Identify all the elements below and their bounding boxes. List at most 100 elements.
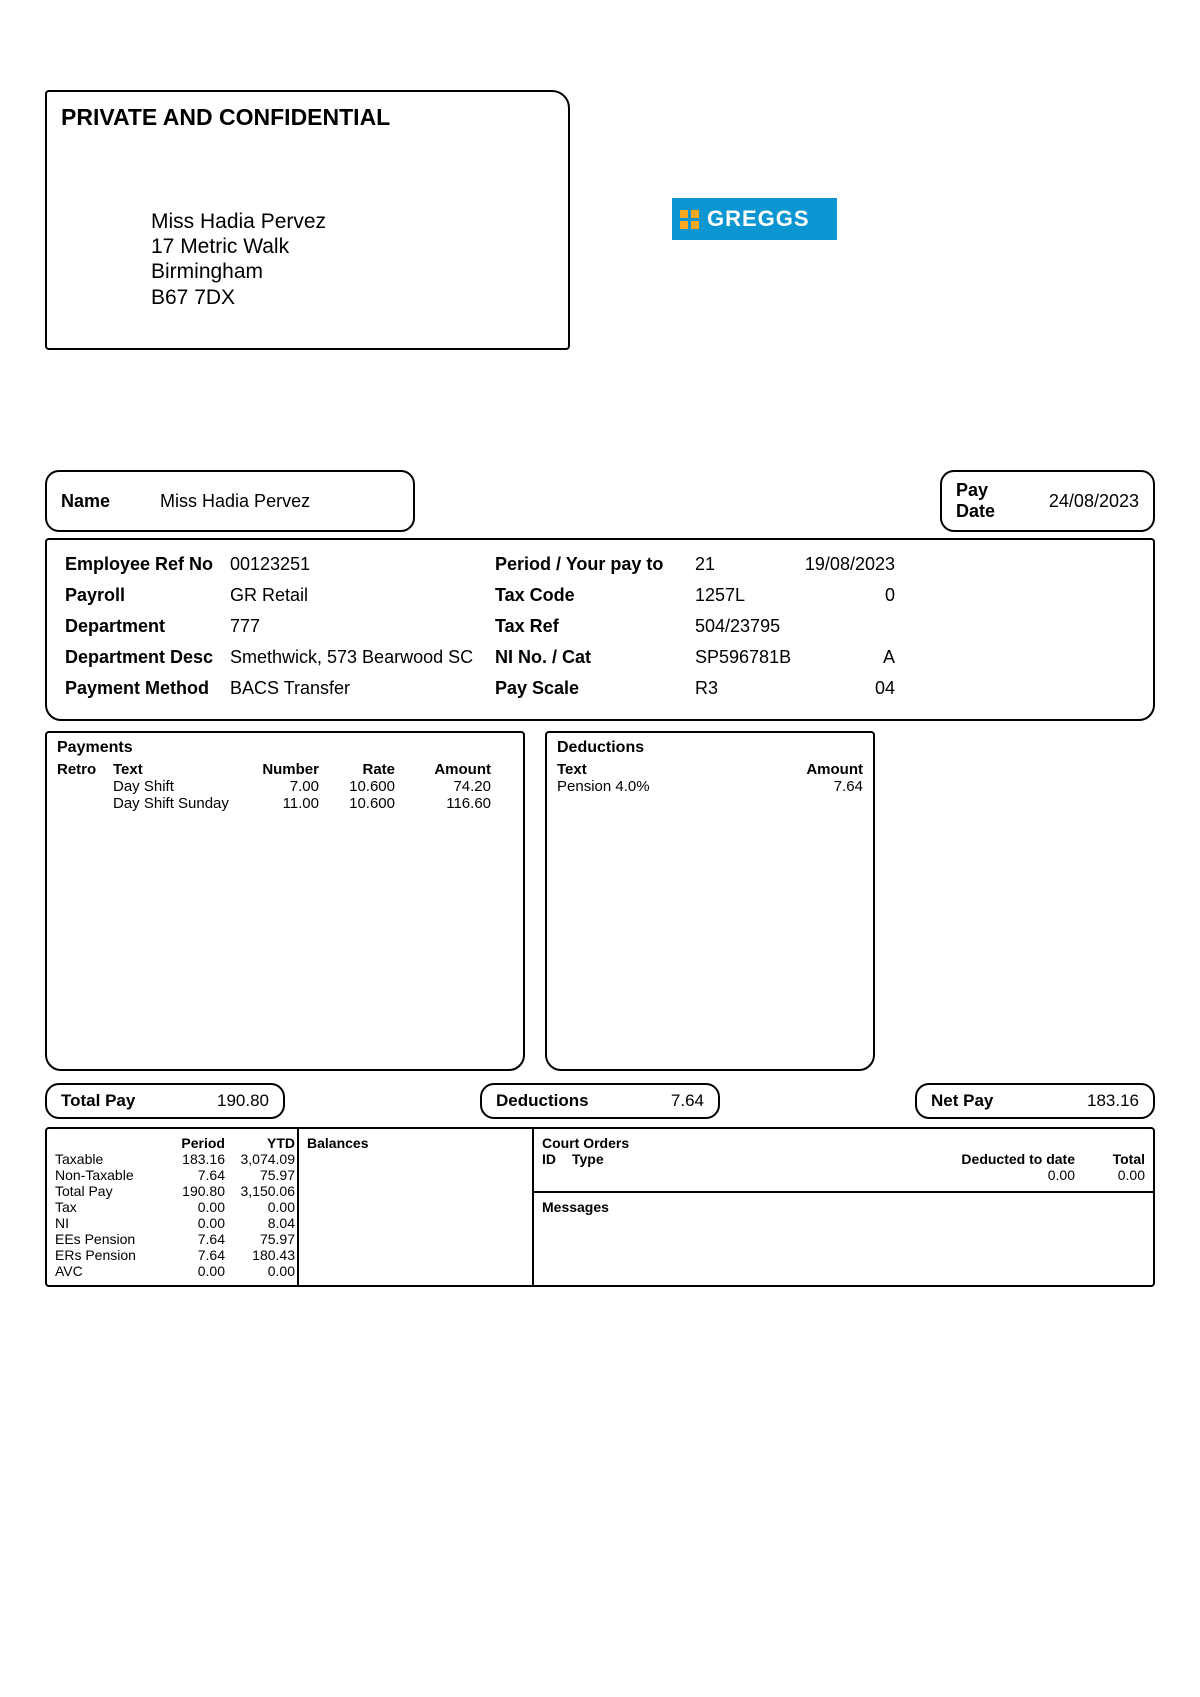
retro xyxy=(57,778,107,795)
amount: 116.60 xyxy=(401,795,491,812)
amount: 7.64 xyxy=(783,778,863,795)
rate: 10.600 xyxy=(325,795,395,812)
period-date: 19/08/2023 xyxy=(795,554,895,575)
col-rate: Rate xyxy=(325,761,395,778)
postcode: B67 7DX xyxy=(151,285,554,310)
number: 11.00 xyxy=(249,795,319,812)
col-text: Text xyxy=(113,761,243,778)
taxref-2 xyxy=(795,616,895,637)
ytd-row: Taxable183.163,074.09 xyxy=(55,1151,289,1167)
paydate-pill: Pay Date 24/08/2023 xyxy=(940,470,1155,532)
ytd-row: NI0.008.04 xyxy=(55,1215,289,1231)
ytd-blank xyxy=(55,1135,155,1151)
period: 0.00 xyxy=(155,1215,225,1231)
period: 7.64 xyxy=(155,1167,225,1183)
court-dtd: 0.00 xyxy=(945,1167,1075,1183)
ytd: 3,150.06 xyxy=(225,1183,295,1199)
col-amount: Amount xyxy=(401,761,491,778)
text: Pension 4.0% xyxy=(557,778,783,795)
ytd: 3,074.09 xyxy=(225,1151,295,1167)
text: Day Shift xyxy=(113,778,243,795)
payroll-value: GR Retail xyxy=(230,585,308,606)
col-number: Number xyxy=(249,761,319,778)
col-retro: Retro xyxy=(57,761,107,778)
court-id-head: ID xyxy=(542,1151,572,1167)
label: Non-Taxable xyxy=(55,1167,155,1183)
taxcode-label: Tax Code xyxy=(495,585,695,606)
deductions-pill: Deductions 7.64 xyxy=(480,1083,720,1119)
details-panel: Employee Ref No00123251 Period / Your pa… xyxy=(45,538,1155,721)
ytd-row: AVC0.000.00 xyxy=(55,1263,289,1279)
total-pay-value: 190.80 xyxy=(217,1091,269,1111)
logo-text: GREGGS xyxy=(707,206,810,232)
period-label: Period / Your pay to xyxy=(495,554,695,575)
payscale-2: 04 xyxy=(795,678,895,699)
col-amount: Amount xyxy=(783,761,863,778)
text: Day Shift Sunday xyxy=(113,795,243,812)
period: 190.80 xyxy=(155,1183,225,1199)
ytd-row: Non-Taxable7.6475.97 xyxy=(55,1167,289,1183)
period: 0.00 xyxy=(155,1199,225,1215)
emp-ref-label: Employee Ref No xyxy=(65,554,230,575)
summary-box: Period YTD Taxable183.163,074.09Non-Taxa… xyxy=(45,1127,1155,1287)
taxcode-value: 1257L xyxy=(695,585,795,606)
address-panel: PRIVATE AND CONFIDENTIAL Miss Hadia Perv… xyxy=(45,90,570,350)
logo-squares-icon xyxy=(680,210,699,229)
ytd-column: Period YTD Taxable183.163,074.09Non-Taxa… xyxy=(47,1129,299,1285)
deductions-panel: Deductions Text Amount Pension 4.0%7.64 xyxy=(545,731,875,1071)
ytd: 0.00 xyxy=(225,1263,295,1279)
name-value: Miss Hadia Pervez xyxy=(160,491,310,512)
retro xyxy=(57,795,107,812)
recipient-name: Miss Hadia Pervez xyxy=(151,209,554,234)
deduction-row: Pension 4.0%7.64 xyxy=(557,778,863,795)
taxcode-2: 0 xyxy=(795,585,895,606)
name-label: Name xyxy=(61,491,110,512)
court-id xyxy=(542,1167,572,1183)
messages-title: Messages xyxy=(534,1191,1153,1221)
paydate-label: Pay Date xyxy=(956,480,1031,522)
ytd-row: Total Pay190.803,150.06 xyxy=(55,1183,289,1199)
court-title: Court Orders xyxy=(542,1135,1145,1151)
label: EEs Pension xyxy=(55,1231,155,1247)
pay-method-value: BACS Transfer xyxy=(230,678,350,699)
period: 7.64 xyxy=(155,1247,225,1263)
address-line-1: 17 Metric Walk xyxy=(151,234,554,259)
dept-desc-label: Department Desc xyxy=(65,647,230,668)
ytd: 180.43 xyxy=(225,1247,295,1263)
label: AVC xyxy=(55,1263,155,1279)
payscale-label: Pay Scale xyxy=(495,678,695,699)
net-pay-pill: Net Pay 183.16 xyxy=(915,1083,1155,1119)
payments-panel: Payments Retro Text Number Rate Amount D… xyxy=(45,731,525,1071)
col-text: Text xyxy=(557,761,783,778)
taxref-label: Tax Ref xyxy=(495,616,695,637)
period: 0.00 xyxy=(155,1263,225,1279)
ytd: 75.97 xyxy=(225,1231,295,1247)
ytd: 8.04 xyxy=(225,1215,295,1231)
ytd: 0.00 xyxy=(225,1199,295,1215)
court-total: 0.00 xyxy=(1075,1167,1145,1183)
label: Taxable xyxy=(55,1151,155,1167)
recipient-address: Miss Hadia Pervez 17 Metric Walk Birming… xyxy=(151,209,554,310)
paydate-value: 24/08/2023 xyxy=(1049,491,1139,512)
payscale-value: R3 xyxy=(695,678,795,699)
balances-column: Balances xyxy=(299,1129,534,1285)
payment-row: Day Shift Sunday 11.00 10.600 116.60 xyxy=(57,795,513,812)
ytd: 75.97 xyxy=(225,1167,295,1183)
court-column: Court Orders ID Type Deducted to date To… xyxy=(534,1129,1153,1285)
number: 7.00 xyxy=(249,778,319,795)
court-total-head: Total xyxy=(1075,1151,1145,1167)
confidential-label: PRIVATE AND CONFIDENTIAL xyxy=(61,104,554,131)
pay-method-label: Payment Method xyxy=(65,678,230,699)
ytd-row: ERs Pension7.64180.43 xyxy=(55,1247,289,1263)
ni-label: NI No. / Cat xyxy=(495,647,695,668)
ytd-row: EEs Pension7.6475.97 xyxy=(55,1231,289,1247)
taxref-value: 504/23795 xyxy=(695,616,795,637)
dept-desc-value: Smethwick, 573 Bearwood SC xyxy=(230,647,473,668)
address-line-2: Birmingham xyxy=(151,259,554,284)
label: ERs Pension xyxy=(55,1247,155,1263)
period: 183.16 xyxy=(155,1151,225,1167)
court-dtd-head: Deducted to date xyxy=(945,1151,1075,1167)
emp-ref-value: 00123251 xyxy=(230,554,310,575)
amount: 74.20 xyxy=(401,778,491,795)
label: NI xyxy=(55,1215,155,1231)
